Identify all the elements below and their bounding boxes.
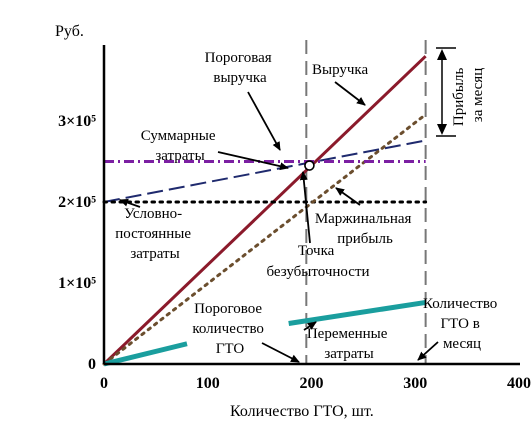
y-tick-label-0: 0 xyxy=(88,356,96,373)
label-fixed-costs: Условно- постоянные затраты xyxy=(115,206,195,262)
y-axis-label: Руб. xyxy=(55,23,84,40)
series-line-5-seg-1 xyxy=(288,299,427,326)
label-break-even-point: Точка безубыточности xyxy=(266,243,369,280)
series-line-3 xyxy=(102,113,428,366)
label-threshold-qty-1: Пороговое xyxy=(194,301,262,317)
label-monthly-qty: Количество ГТО в месяц xyxy=(423,296,501,352)
label-margin-profit-1: Маржинальная xyxy=(315,211,412,227)
label-threshold-qty-3: ГТО xyxy=(216,341,245,357)
label-monthly-qty-3: месяц xyxy=(443,336,481,352)
x-axis-label: Количество ГТО, шт. xyxy=(230,403,374,420)
x-tick-label-1: 100 xyxy=(196,375,220,392)
arrow-threshold-revenue xyxy=(247,91,281,151)
arrow-total-costs xyxy=(217,151,289,171)
label-monthly-profit-2: за месяц xyxy=(470,68,486,122)
profit-bracket-arrowhead-top xyxy=(437,49,447,60)
arrow-margin-profit xyxy=(335,187,361,206)
label-threshold-qty-2: количество xyxy=(192,321,264,337)
label-fixed-costs-3: затраты xyxy=(130,246,179,262)
label-break-even-point-1: Точка xyxy=(298,243,335,259)
arrow-threshold-qty xyxy=(261,342,300,363)
y-tick-label-2: 2×10⁵ xyxy=(58,194,96,211)
series-line-5-seg-0 xyxy=(103,341,188,367)
label-threshold-revenue-2: выручка xyxy=(213,70,267,86)
label-break-even-point-2: безубыточности xyxy=(266,264,369,280)
label-monthly-profit-1: Прибыль xyxy=(451,68,467,127)
label-variable-costs: Переменные затраты xyxy=(307,326,391,362)
ticks-layer: 0 100 200 300 400 0 1×10⁵ 2×10⁵ 3×10⁵ xyxy=(58,113,531,392)
label-variable-costs-2: затраты xyxy=(324,346,373,362)
x-tick-label-0: 0 xyxy=(100,375,108,392)
label-threshold-revenue-1: Пороговая xyxy=(205,50,272,66)
profit-bracket-arrowhead-bottom xyxy=(437,124,447,135)
label-variable-costs-1: Переменные xyxy=(307,326,388,342)
label-total-costs: Суммарные затраты xyxy=(141,128,220,164)
label-total-costs-2: затраты xyxy=(155,148,204,164)
arrow-revenue xyxy=(334,81,366,106)
label-revenue: Выручка xyxy=(312,62,368,78)
label-total-costs-1: Суммарные xyxy=(141,128,216,144)
series-line-1 xyxy=(103,139,426,203)
label-margin-profit: Маржинальная прибыль xyxy=(315,211,415,247)
label-monthly-qty-1: Количество xyxy=(423,296,497,312)
label-margin-profit-2: прибыль xyxy=(337,231,393,247)
arrow-monthly-qty xyxy=(417,341,439,361)
label-fixed-costs-2: постоянные xyxy=(115,226,191,242)
series-layer xyxy=(102,40,428,367)
label-threshold-revenue: Пороговая выручка xyxy=(205,50,276,86)
label-monthly-qty-2: ГТО в xyxy=(440,316,479,332)
label-fixed-costs-1: Условно- xyxy=(124,206,182,222)
y-tick-label-1: 1×10⁵ xyxy=(58,275,96,292)
y-tick-label-3: 3×10⁵ xyxy=(58,113,96,130)
label-monthly-profit: Прибыль за месяц xyxy=(451,64,486,126)
series-line-0 xyxy=(102,55,427,366)
arrow-variable-costs xyxy=(303,321,317,331)
x-tick-label-4: 400 xyxy=(507,375,531,392)
arrow-break-even xyxy=(299,171,311,244)
label-threshold-qty: Пороговое количество ГТО xyxy=(192,301,267,357)
break-even-marker xyxy=(304,160,315,171)
arrow-fixed-costs xyxy=(119,198,141,208)
x-tick-label-3: 300 xyxy=(403,375,427,392)
x-tick-label-2: 200 xyxy=(300,375,324,392)
